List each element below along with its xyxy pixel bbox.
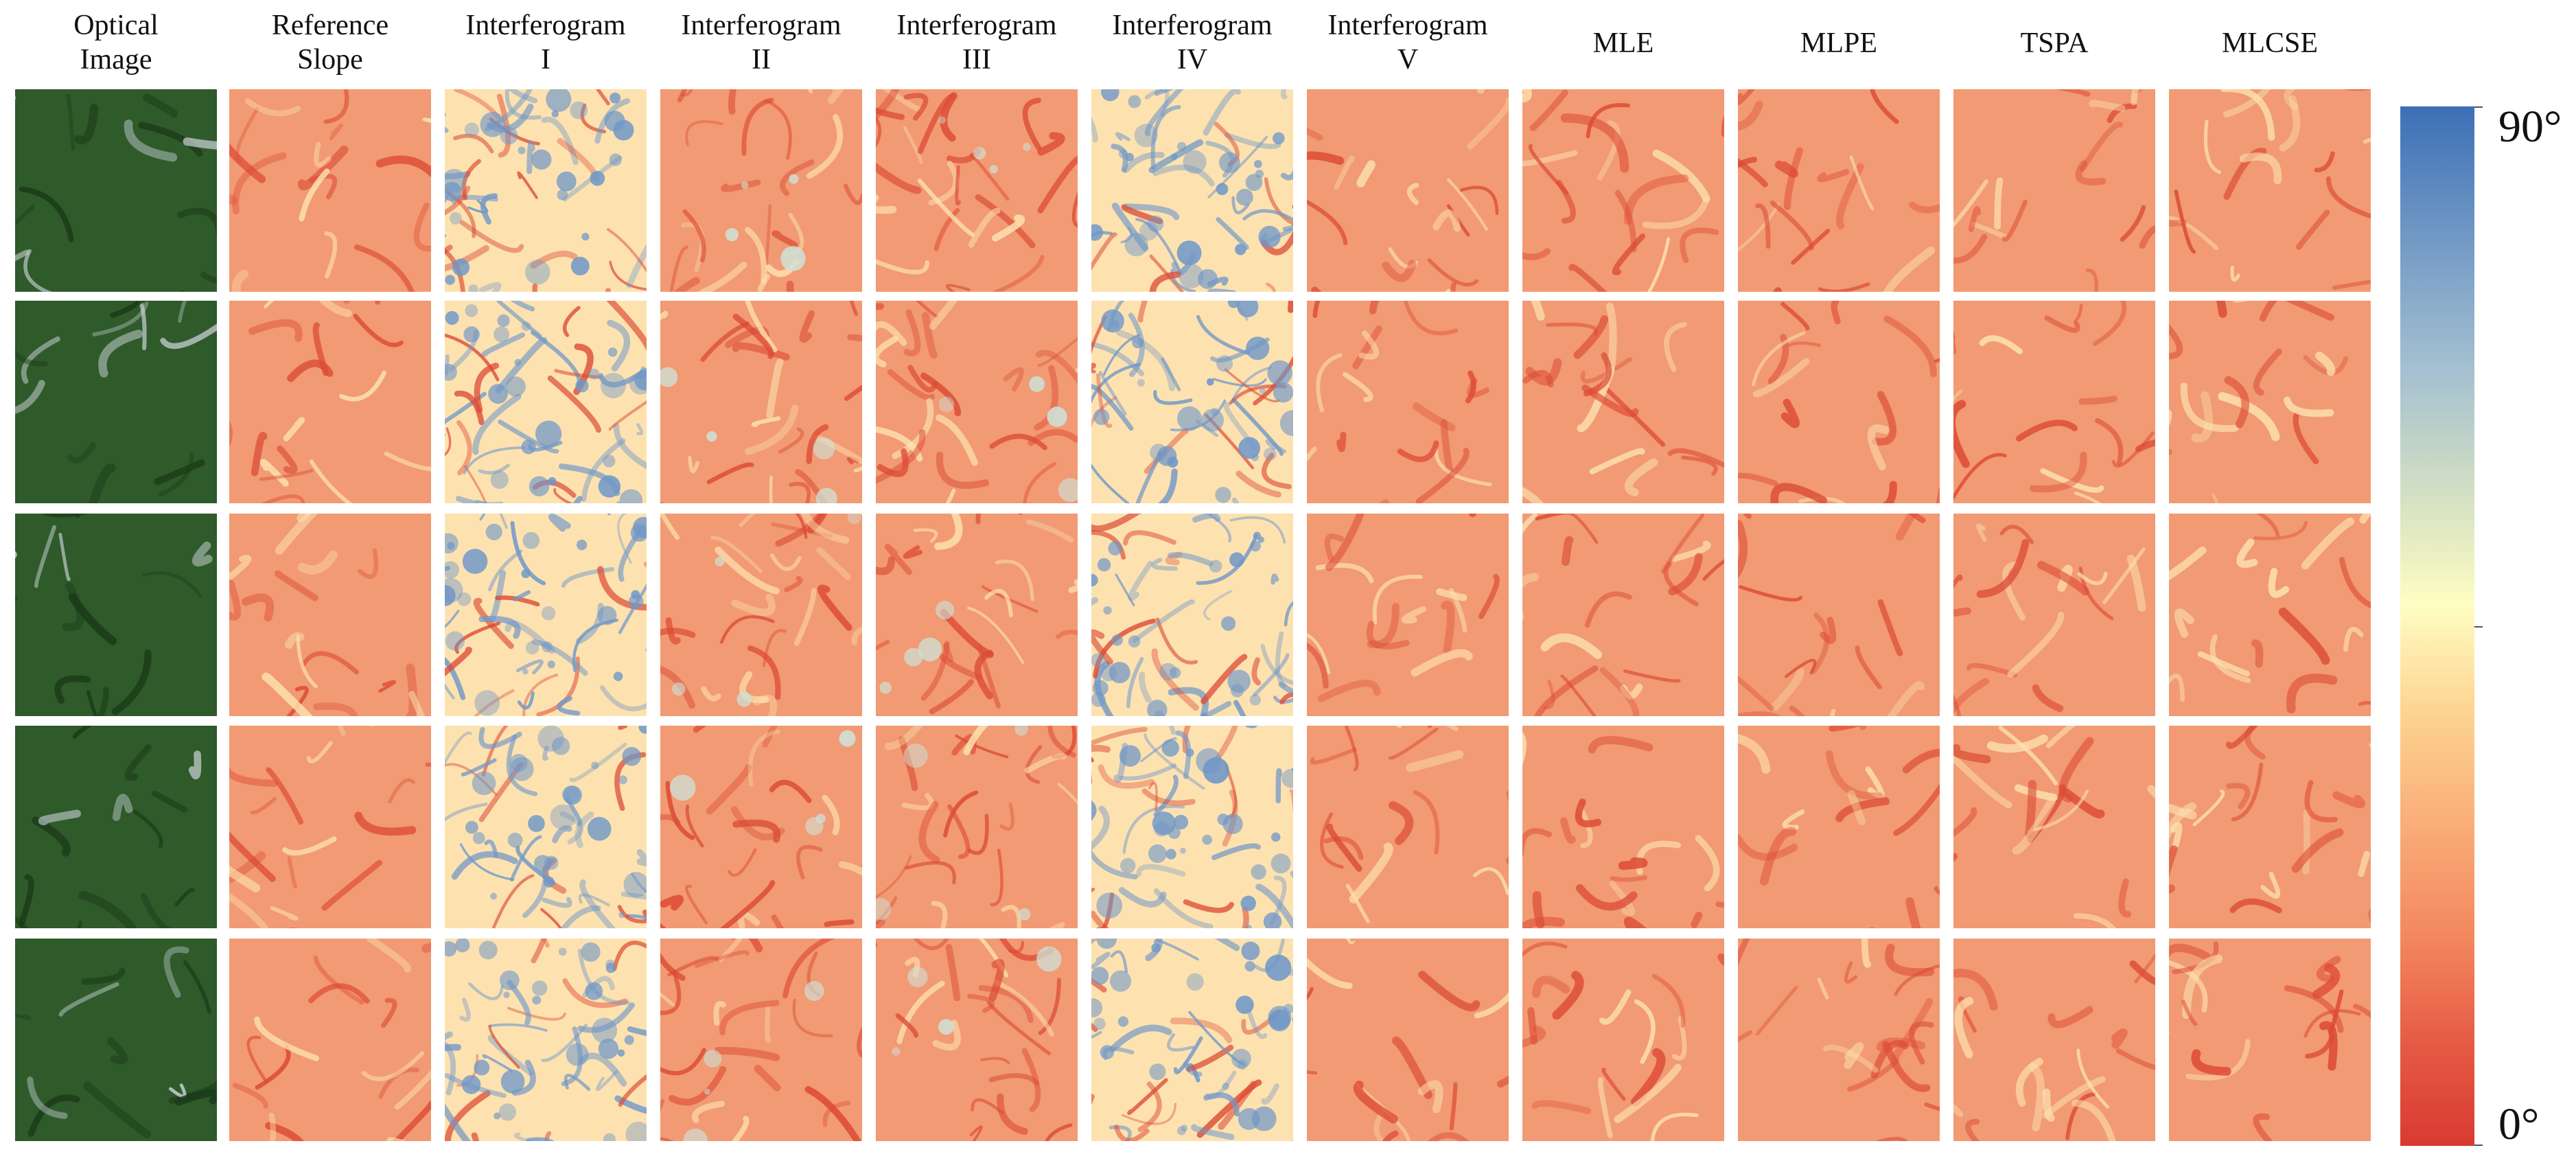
optical-image-tile	[15, 514, 217, 716]
slope-map-tile	[2169, 301, 2371, 503]
column-header-ifg5-line2: V	[1397, 44, 1419, 76]
slope-map-tile	[1307, 939, 1509, 1141]
column-header-tspa-line1: TSPA	[2020, 27, 2089, 59]
slope-map-tile	[1522, 726, 1724, 928]
optical-image-tile	[15, 726, 217, 928]
column-header-mlcse: MLCSE	[2169, 26, 2371, 60]
slope-map-tile	[1953, 939, 2155, 1141]
slope-map-tile	[1091, 939, 1293, 1141]
slope-map-tile	[1307, 726, 1509, 928]
colorbar-min-label: 0°	[2498, 1099, 2540, 1149]
slope-map-tile	[1522, 89, 1724, 292]
column-header-ifg2-line2: II	[752, 44, 771, 76]
slope-map-tile	[660, 514, 862, 716]
slope-map-tile	[660, 89, 862, 292]
slope-map-tile	[2169, 89, 2371, 292]
slope-map-tile	[445, 939, 647, 1141]
slope-map-tile	[2169, 726, 2371, 928]
slope-map-tile	[445, 89, 647, 292]
column-header-mlpe: MLPE	[1738, 26, 1940, 60]
slope-map-tile	[1307, 89, 1509, 292]
slope-map-tile	[229, 301, 431, 503]
slope-map-tile	[876, 726, 1078, 928]
slope-map-tile	[1522, 514, 1724, 716]
column-header-mle-line1: MLE	[1592, 27, 1654, 59]
slope-map-tile	[876, 939, 1078, 1141]
column-header-ifg3-line1: Interferogram	[896, 10, 1057, 41]
slope-map-tile	[1738, 726, 1940, 928]
column-header-mlcse-line1: MLCSE	[2221, 27, 2319, 59]
column-header-ifg1: Interferogram I	[445, 8, 647, 77]
column-header-tspa: TSPA	[1953, 26, 2155, 60]
slope-map-tile	[1091, 301, 1293, 503]
slope-map-tile	[229, 514, 431, 716]
slope-map-tile	[229, 89, 431, 292]
column-header-optical-line1: Optical	[73, 10, 159, 41]
slope-map-tile	[660, 726, 862, 928]
column-header-ifg3: Interferogram III	[876, 8, 1078, 77]
column-header-ifg4-line2: IV	[1176, 44, 1208, 76]
slope-map-tile	[445, 301, 647, 503]
column-header-ifg4-line1: Interferogram	[1112, 10, 1273, 41]
column-header-ifg4: Interferogram IV	[1091, 8, 1293, 77]
slope-map-tile	[876, 301, 1078, 503]
column-header-ifg1-line1: Interferogram	[465, 10, 626, 41]
slope-map-tile	[1091, 89, 1293, 292]
column-header-mle: MLE	[1522, 26, 1724, 60]
colorbar-tick-bottom	[2474, 1145, 2483, 1146]
slope-map-tile	[1522, 301, 1724, 503]
optical-image-tile	[15, 939, 217, 1141]
column-header-ifg3-line2: III	[962, 44, 991, 76]
colorbar	[2400, 106, 2474, 1146]
slope-map-tile	[660, 301, 862, 503]
column-header-reference-line2: Slope	[297, 44, 363, 76]
colorbar-tick-mid	[2474, 626, 2483, 628]
slope-map-tile	[1738, 514, 1940, 716]
column-header-optical: Optical Image	[15, 8, 217, 77]
slope-map-tile	[1091, 514, 1293, 716]
slope-map-tile	[1738, 89, 1940, 292]
slope-map-tile	[876, 514, 1078, 716]
slope-map-tile	[229, 939, 431, 1141]
slope-map-tile	[660, 939, 862, 1141]
slope-map-tile	[229, 726, 431, 928]
slope-map-tile	[1953, 514, 2155, 716]
slope-map-tile	[1953, 301, 2155, 503]
column-header-ifg5-line1: Interferogram	[1327, 10, 1488, 41]
slope-map-tile	[1738, 939, 1940, 1141]
column-header-ifg1-line2: I	[541, 44, 550, 76]
column-header-reference-line1: Reference	[271, 10, 389, 41]
slope-map-tile	[1738, 301, 1940, 503]
slope-map-tile	[876, 89, 1078, 292]
slope-map-tile	[2169, 939, 2371, 1141]
slope-map-tile	[1091, 726, 1293, 928]
column-header-reference: Reference Slope	[229, 8, 431, 77]
slope-map-tile	[1522, 939, 1724, 1141]
optical-image-tile	[15, 89, 217, 292]
slope-map-tile	[445, 726, 647, 928]
slope-map-tile	[1307, 301, 1509, 503]
slope-map-tile	[1307, 514, 1509, 716]
slope-map-tile	[445, 514, 647, 716]
slope-map-tile	[1953, 726, 2155, 928]
column-header-optical-line2: Image	[80, 44, 152, 76]
colorbar-max-label: 90°	[2498, 102, 2562, 152]
slope-map-tile	[2169, 514, 2371, 716]
column-header-ifg2: Interferogram II	[660, 8, 862, 77]
column-header-mlpe-line1: MLPE	[1800, 27, 1877, 59]
column-header-ifg2-line1: Interferogram	[681, 10, 842, 41]
colorbar-tick-top	[2474, 106, 2483, 108]
column-header-ifg5: Interferogram V	[1307, 8, 1509, 77]
slope-map-tile	[1953, 89, 2155, 292]
optical-image-tile	[15, 301, 217, 503]
